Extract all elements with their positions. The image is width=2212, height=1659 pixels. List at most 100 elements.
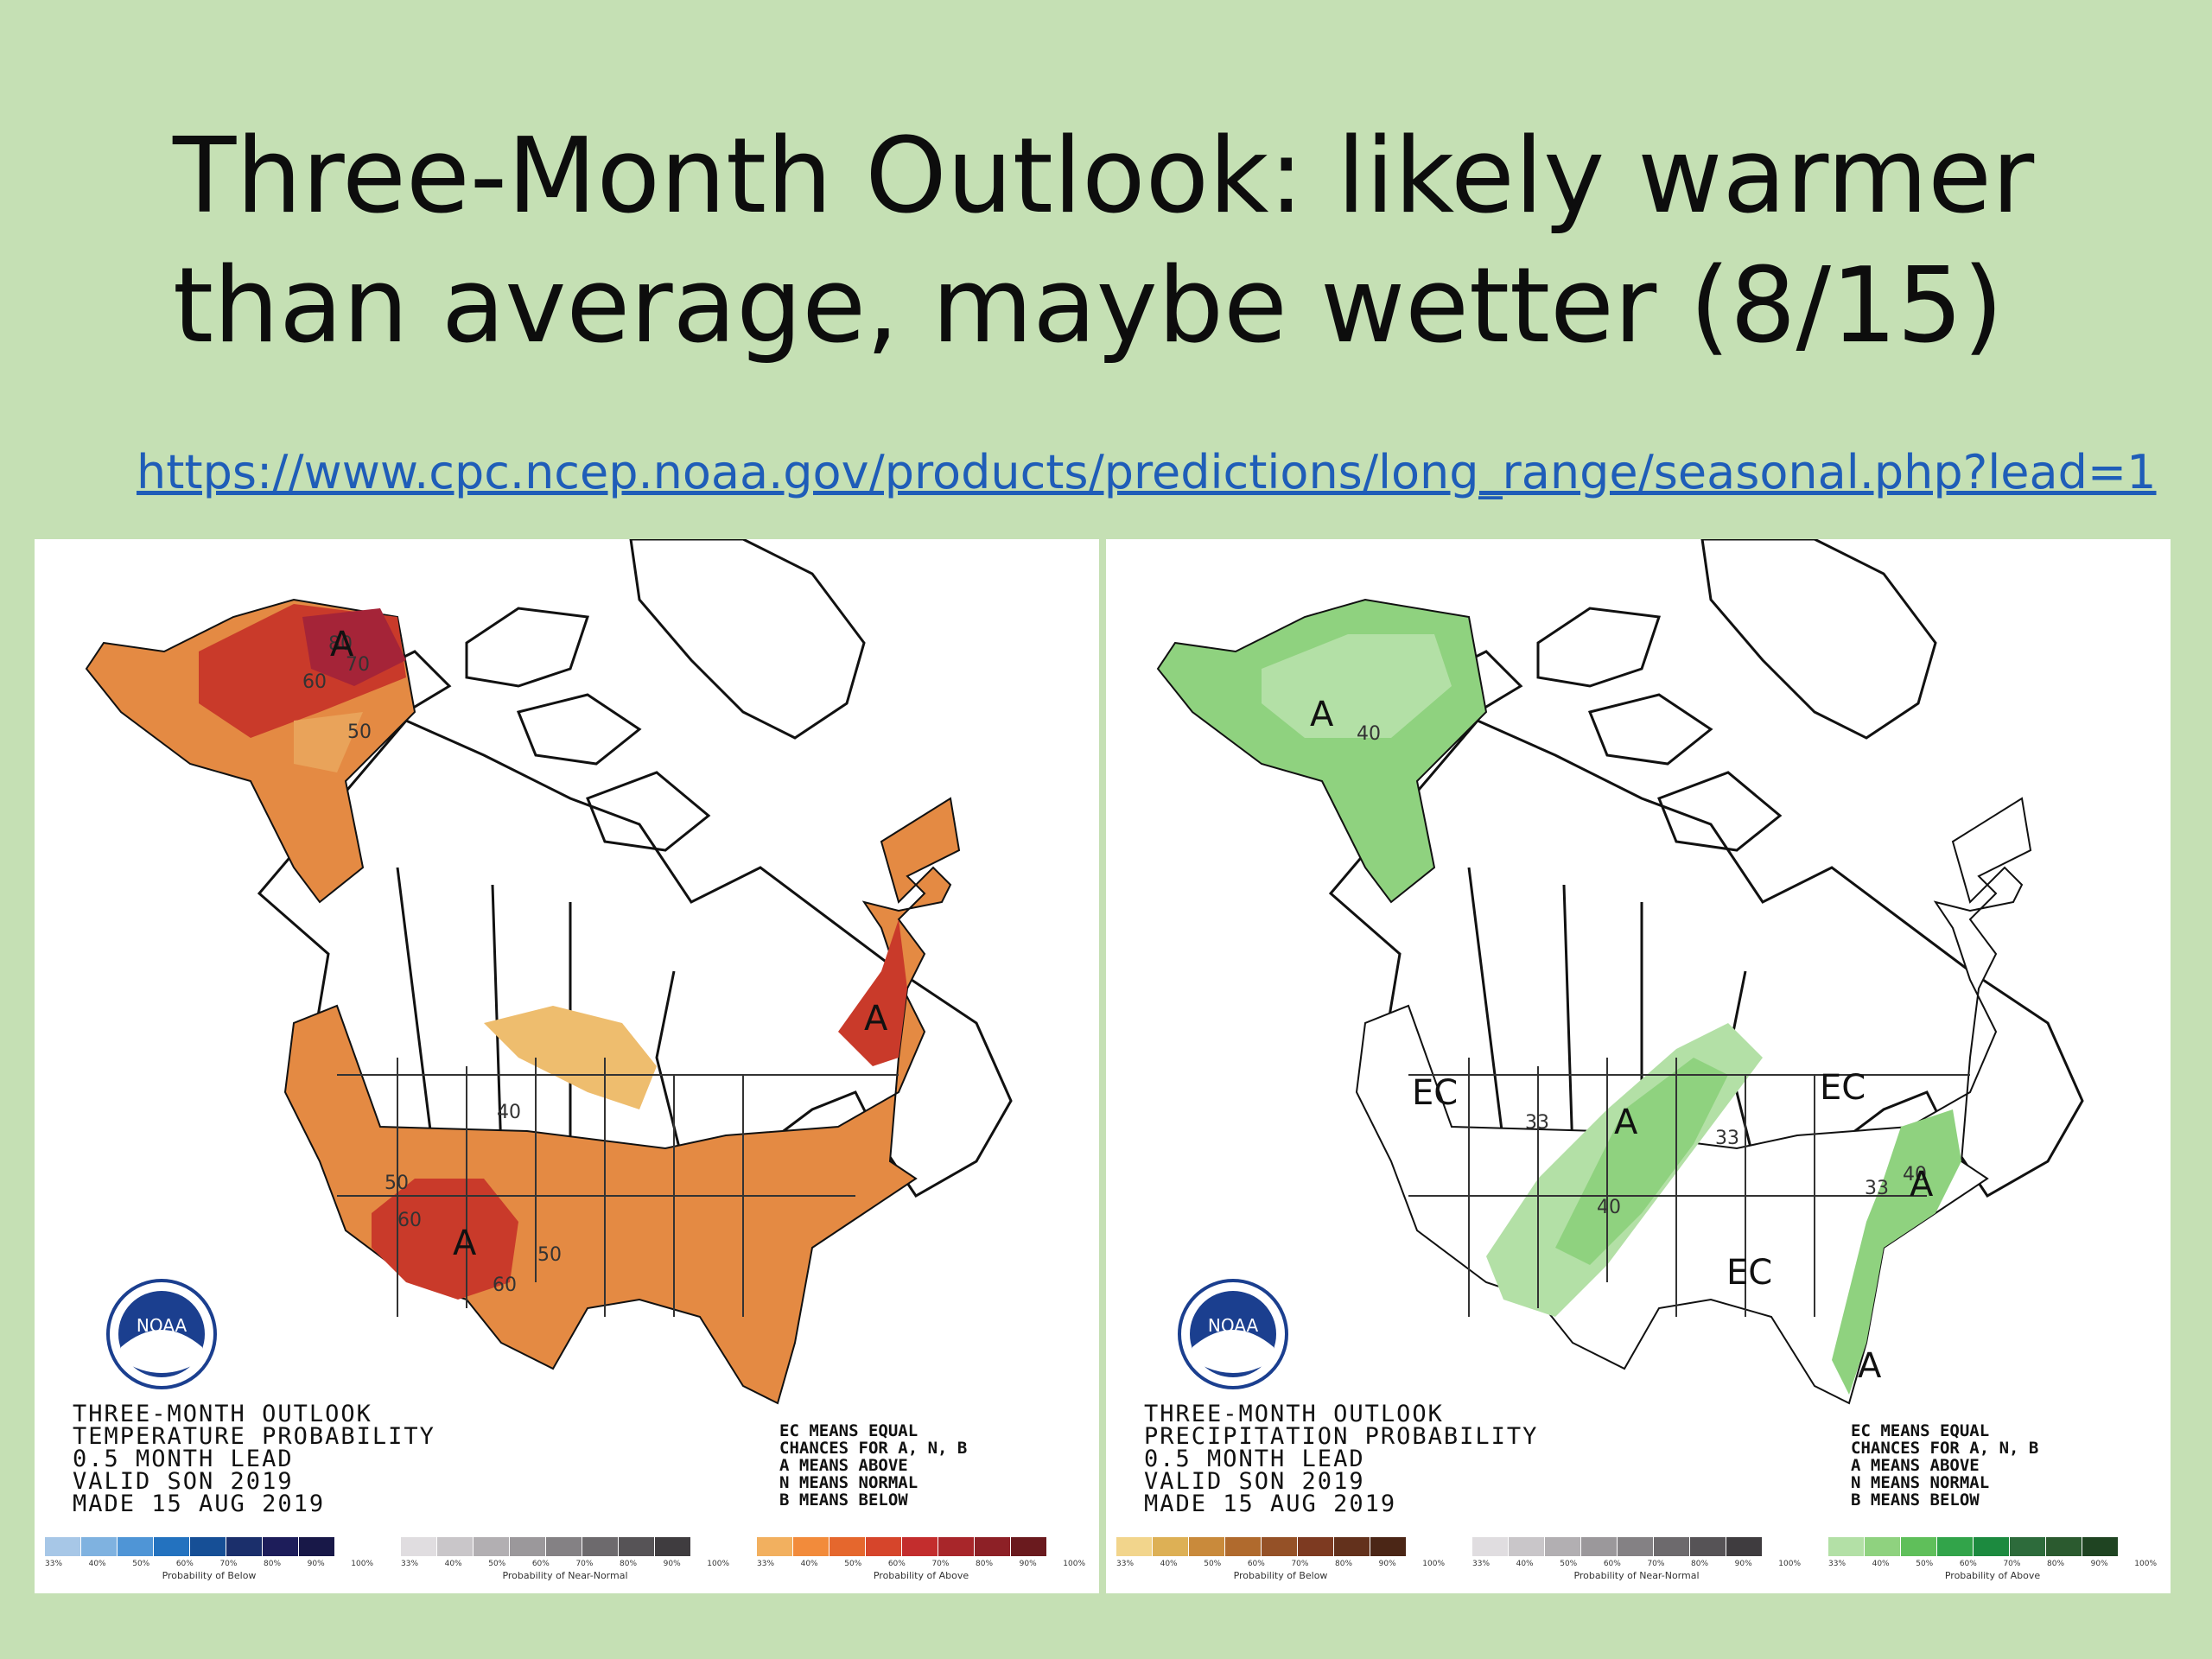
legend-swatch [866,1537,901,1556]
temp-legend-below: 33% 40% 50% 60% 70% 80% 90% 100% Probability of… [45,1537,373,1581]
legend-caption: Probability of Above [873,1570,969,1581]
legend-tick: 60% [1959,1560,1977,1568]
precipitation-outlook-map: 40 33 40 33 40 33 A A A A EC EC EC NOAA … [1106,539,2171,1593]
legend-swatch [401,1537,436,1556]
above-label-northeast: A [864,999,888,1039]
legend-swatch [1472,1537,1508,1556]
legend-swatch [1901,1537,1936,1556]
legend-swatch [2010,1537,2045,1556]
above-label-southwest: A [453,1224,477,1263]
legend-ticks: 33% 40% 50% 60% 70% 80% 90% 100% [1828,1560,2157,1568]
contour-label-40: 40 [1597,1197,1621,1218]
contour-label-50: 50 [347,721,372,743]
southwest-60-region [372,1179,518,1300]
conus-states [337,1058,899,1317]
legend-tick: 40% [444,1560,462,1568]
contour-label-80: 80 [328,633,353,655]
contour-label-60: 60 [397,1210,422,1231]
legend-swatch [474,1537,509,1556]
legend-swatch [299,1537,334,1556]
legend-swatch [1262,1537,1297,1556]
legend-swatch [975,1537,1010,1556]
temp-legend-above: 33% 40% 50% 60% 70% 80% 90% 100% Probability of… [757,1537,1085,1581]
temperature-outlook-map: 80 70 60 50 40 50 60 50 60 A A A NOAA TH… [35,539,1099,1593]
legend-tick: 70% [219,1560,238,1568]
legend-swatch [1225,1537,1261,1556]
canada-provinces [1467,867,1764,1197]
legend-swatch [1974,1537,2009,1556]
legend-tick: 100% [351,1560,373,1568]
contour-label-40: 40 [1357,723,1381,745]
legend-swatch [1581,1537,1617,1556]
legend-tick: 90% [307,1560,325,1568]
legend-tick: 60% [1603,1560,1621,1568]
legend-tick: 50% [844,1560,862,1568]
legend-swatch [655,1537,690,1556]
legend-swatch [118,1537,153,1556]
east-coast-above-region [1832,1109,1961,1395]
legend-tick: 70% [931,1560,950,1568]
greenland-outline [1700,539,1937,740]
precip-legend-normal: 33% 40% 50% 60% 70% 80% 90% 100% Probability of… [1472,1537,1801,1581]
ec-label-northeast: EC [1820,1068,1866,1108]
greenland-outline [629,539,866,740]
precipitation-map-graphic: 40 33 40 33 40 33 A A A A EC EC EC [1156,539,2084,1405]
legend-tick: 33% [757,1560,775,1568]
legend-tick: 50% [132,1560,150,1568]
legend-swatch [1726,1537,1762,1556]
contour-label-33: 33 [1715,1128,1739,1149]
legend-tick: 70% [1291,1560,1309,1568]
legend-swatch [757,1537,792,1556]
legend-tick: 40% [1516,1560,1534,1568]
contour-label-40: 40 [1903,1164,1927,1185]
legend-swatches [1116,1537,1445,1556]
legend-tick: 100% [2134,1560,2157,1568]
legend-tick: 80% [1691,1560,1709,1568]
cpc-outlook-link[interactable]: https://www.cpc.ncep.noaa.gov/products/p… [137,445,2157,499]
legend-caption: Probability of Below [162,1570,257,1581]
legend-swatch [81,1537,117,1556]
contour-label-33: 33 [1525,1112,1549,1134]
legend-swatch [1011,1537,1046,1556]
legend-tick: 60% [531,1560,550,1568]
precip-legend-below: 33% 40% 50% 60% 70% 80% 90% 100% Probability of… [1116,1537,1445,1581]
precip-legend-above: 33% 40% 50% 60% 70% 80% 90% 100% Probability of… [1828,1537,2157,1581]
legend-caption: Probability of Below [1233,1570,1328,1581]
northeast-60-region [838,919,907,1066]
temp-contour-labels: 80 70 60 50 40 50 60 50 60 A A A [302,625,888,1296]
legend-swatch [793,1537,829,1556]
legend-tick: 90% [663,1560,681,1568]
legend-tick: 50% [1560,1560,1578,1568]
legend-tick: 60% [887,1560,906,1568]
legend-swatches [1828,1537,2157,1556]
legend-tick: 80% [620,1560,638,1568]
legend-swatch [1828,1537,1864,1556]
legend-swatch [582,1537,618,1556]
legend-tick: 40% [1872,1560,1890,1568]
legend-swatches [1472,1537,1801,1556]
svg-text:NOAA: NOAA [1208,1315,1259,1336]
contour-label-40: 40 [497,1102,521,1123]
legend-swatch [1937,1537,1973,1556]
title-line-2: than average, maybe wetter (8/15) [173,246,2004,366]
legend-tick: 40% [800,1560,818,1568]
alaska-40-region [1262,634,1452,738]
contour-label-50: 50 [537,1244,562,1266]
above-label-florida: A [1858,1346,1882,1386]
legend-tick: 33% [401,1560,419,1568]
legend-swatch [263,1537,298,1556]
temp-ec-note: EC MEANS EQUAL CHANCES FOR A, N, B A MEA… [779,1421,968,1510]
legend-swatch [1153,1537,1188,1556]
arctic-islands [1432,607,1783,852]
slide-title: Three-Month Outlook: likely warmer than … [173,112,2074,372]
legend-swatch [1370,1537,1406,1556]
legend-tick: 40% [88,1560,106,1568]
temp-map-title: THREE-MONTH OUTLOOK TEMPERATURE PROBABIL… [73,1401,435,1517]
legend-caption: Probability of Near-Normal [1573,1570,1700,1581]
legend-swatches [45,1537,373,1556]
legend-tick: 90% [2090,1560,2108,1568]
legend-swatch [830,1537,865,1556]
legend-swatch [902,1537,938,1556]
alaska-70-region [302,608,406,686]
legend-swatch [437,1537,473,1556]
